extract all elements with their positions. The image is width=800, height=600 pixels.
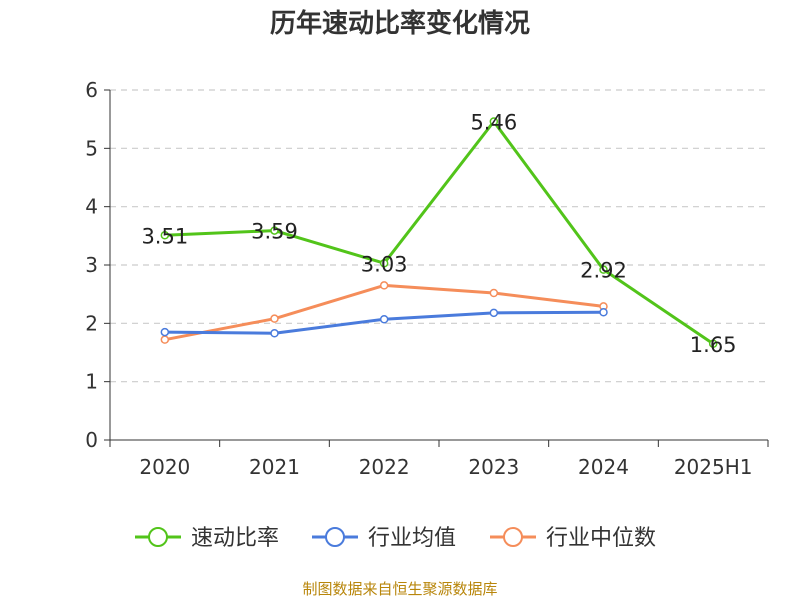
data-point xyxy=(270,226,279,235)
data-point xyxy=(160,231,170,240)
series xyxy=(160,117,718,348)
legend-item: 行业中位数 xyxy=(490,526,656,551)
legend-marker-icon xyxy=(503,527,523,547)
data-point xyxy=(708,339,718,348)
y-tick-label: 4 xyxy=(85,195,98,219)
data-label: 2.92 xyxy=(580,259,627,283)
legend-item: 速动比率 xyxy=(135,526,279,551)
data-label: 3.03 xyxy=(361,252,408,276)
x-tick-label: 2023 xyxy=(468,455,519,479)
axes: 0 1 2 3 4 5 6 2020 2021 2022 2023 2024 2025H1 xyxy=(85,78,769,479)
y-tick-label: 5 xyxy=(85,136,98,160)
data-point xyxy=(489,308,499,318)
data-point xyxy=(270,329,279,338)
x-tick-label: 2020 xyxy=(139,455,190,479)
data-point xyxy=(379,281,389,290)
grid-lines xyxy=(110,89,768,383)
data-point xyxy=(489,288,499,298)
data-label: 3.51 xyxy=(141,224,188,248)
x-tick-label: 2024 xyxy=(578,455,629,479)
x-tick-label: 2022 xyxy=(359,455,410,479)
legend-label: 速动比率 xyxy=(191,526,279,551)
data-point xyxy=(489,117,499,126)
data-labels: 3.51 3.59 3.03 5.46 2.92 1.65 xyxy=(141,111,736,357)
chart-title: 历年速动比率变化情况 xyxy=(269,9,530,39)
y-tick-label: 1 xyxy=(85,370,98,394)
source-note: 制图数据来自恒生聚源数据库 xyxy=(302,580,498,598)
data-label: 5.46 xyxy=(470,111,517,135)
data-point xyxy=(379,315,389,324)
data-point xyxy=(160,327,170,337)
legend-label: 行业中位数 xyxy=(546,526,656,551)
y-tick-label: 0 xyxy=(85,428,98,452)
series-line xyxy=(164,120,715,345)
x-tick-label: 2025H1 xyxy=(674,455,753,479)
y-tick-label: 2 xyxy=(85,311,98,335)
legend-marker-icon xyxy=(325,527,345,547)
data-point xyxy=(599,265,608,274)
legend-label: 行业均值 xyxy=(368,526,456,551)
x-tick-label: 2021 xyxy=(249,455,300,479)
y-tick-label: 6 xyxy=(85,78,98,102)
legend-item: 行业均值 xyxy=(312,526,456,551)
data-label: 1.65 xyxy=(690,333,737,357)
data-point xyxy=(599,308,608,317)
data-point xyxy=(270,314,279,323)
data-label: 3.59 xyxy=(251,220,298,244)
data-point xyxy=(160,335,170,344)
legend: 速动比率 行业均值 行业中位数 xyxy=(135,526,656,551)
legend-marker-icon xyxy=(148,527,168,547)
y-tick-label: 3 xyxy=(85,253,98,277)
data-point xyxy=(379,259,389,268)
